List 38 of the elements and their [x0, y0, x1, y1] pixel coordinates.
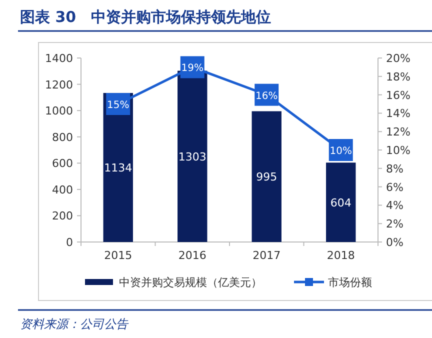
legend-label: 中资并购交易规模（亿美元） [119, 276, 262, 289]
y-tick-label: 400 [52, 183, 73, 196]
data-label: 15% [107, 100, 130, 111]
bar [178, 70, 208, 242]
x-tick-label: 2016 [178, 249, 206, 262]
data-label: 16% [256, 90, 278, 102]
data-label: 1303 [178, 150, 206, 164]
y-tick-label: 1200 [45, 78, 73, 92]
data-label: 995 [256, 170, 278, 184]
data-label: 10% [330, 146, 352, 157]
y2-tick-label: 6% [386, 180, 404, 194]
x-tick-label: 2018 [326, 249, 355, 262]
data-label: 1134 [104, 161, 132, 174]
y2-tick-label: 14% [386, 107, 410, 120]
legend-label: 市场份额 [328, 276, 372, 289]
y-tick-label: 1000 [45, 104, 73, 118]
x-tick-label: 2017 [252, 249, 281, 262]
y2-tick-label: 12% [386, 126, 410, 139]
y2-tick-label: 8% [386, 162, 404, 176]
y-tick-label: 600 [52, 157, 73, 170]
chart-title: 图表 30 中资并购市场保持领先地位 [20, 8, 272, 26]
y2-tick-label: 4% [386, 199, 404, 212]
y-tick-label: 800 [52, 130, 73, 144]
y2-tick-label: 0% [386, 236, 404, 249]
y2-tick-label: 2% [386, 218, 404, 231]
y2-tick-label: 18% [386, 70, 410, 84]
bar [326, 162, 356, 242]
data-label: 604 [330, 196, 352, 210]
text: 资料来源：公司公告 [20, 317, 129, 331]
data-label: 19% [181, 63, 204, 74]
y-tick-label: 1400 [45, 52, 73, 65]
bar [252, 111, 282, 242]
y2-tick-label: 10% [386, 144, 410, 157]
y2-tick-label: 16% [386, 88, 410, 102]
y-tick-label: 200 [52, 210, 73, 223]
x-tick-label: 2015 [104, 249, 132, 262]
y2-tick-label: 20% [386, 52, 410, 65]
y-tick-label: 0 [66, 236, 73, 249]
